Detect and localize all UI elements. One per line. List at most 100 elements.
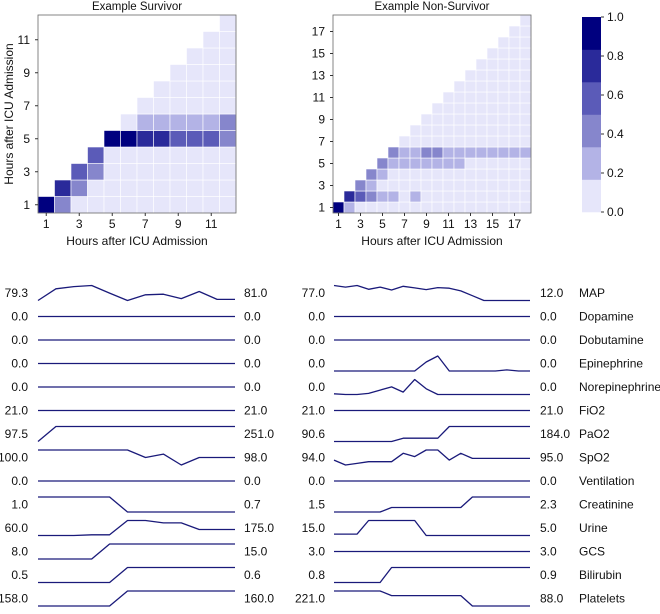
heatmap-cell	[387, 190, 400, 203]
heatmap-cell	[70, 196, 88, 214]
colorbar-tick-label: 0.6	[607, 88, 624, 102]
heatmap-cell	[219, 196, 237, 214]
end-value: 88.0	[540, 592, 564, 606]
y-axis-label: Hours after ICU Admission	[2, 43, 16, 184]
sparkline-row-dobutamine: 0.0 0.0	[11, 333, 261, 347]
heatmap-cell	[186, 80, 204, 98]
heatmap-cell	[453, 201, 466, 214]
heatmap-cell	[442, 190, 455, 203]
heatmap-cell	[431, 113, 444, 126]
heatmap-cell	[420, 135, 433, 148]
heatmap-cell	[387, 168, 400, 181]
heatmap-cell	[464, 201, 477, 214]
heatmap-cell	[219, 113, 237, 131]
start-value: 0.0	[11, 380, 28, 394]
heatmap-cell	[497, 102, 510, 115]
heatmap-cell	[186, 163, 204, 181]
start-value: 97.5	[5, 427, 29, 441]
heatmap-cell	[387, 157, 400, 170]
sparkline	[38, 496, 235, 513]
start-value: 0.8	[308, 568, 325, 582]
sparkline	[334, 519, 530, 537]
sparkline-row-creatinine: 1.5 2.3 Creatinine	[308, 496, 634, 513]
heatmap-cell	[202, 146, 220, 164]
sparkline	[334, 425, 530, 443]
heatmap-cell	[420, 113, 433, 126]
heatmap-cell	[464, 124, 477, 137]
x-tick-label: 15	[486, 217, 500, 231]
heatmap-cell	[219, 64, 237, 82]
end-value: 0.6	[244, 568, 261, 582]
heatmap-cell	[442, 135, 455, 148]
colorbar-bin	[582, 17, 601, 50]
heatmap-cell	[442, 124, 455, 137]
heatmap-cell	[464, 91, 477, 104]
heatmap-cell	[120, 113, 138, 131]
x-tick-label: 11	[205, 217, 218, 231]
sparkline	[333, 378, 530, 396]
heatmap-cell	[219, 179, 237, 197]
heatmap-cell	[519, 58, 532, 71]
heatmap-cell	[486, 190, 499, 203]
heatmap-cell	[120, 130, 138, 148]
heatmap-cell	[153, 196, 171, 214]
heatmap-cell	[497, 146, 510, 159]
heatmap-cell	[103, 130, 121, 148]
heatmap-cell	[136, 113, 154, 131]
heatmap-cell	[219, 31, 237, 49]
x-axis-label: Hours after ICU Admission	[361, 234, 502, 248]
colorbar-tick-label: 0.0	[607, 205, 624, 219]
end-value: 0.0	[540, 474, 557, 488]
heatmap-cell	[508, 69, 521, 82]
heatmap-cell	[219, 80, 237, 98]
sparkline	[334, 355, 530, 372]
start-value: 100.0	[0, 451, 28, 465]
variable-name: SpO2	[579, 451, 610, 465]
heatmap-cell	[169, 97, 187, 115]
x-tick-label: 9	[423, 217, 430, 231]
sparkline-row-ventilation: 0.0 0.0 Ventilation	[308, 474, 634, 488]
heatmap-cell	[497, 47, 510, 60]
heatmap-cell	[202, 196, 220, 214]
heatmap-cell	[464, 190, 477, 203]
heatmap-cell	[169, 196, 187, 214]
sparkline-row-dobutamine: 0.0 0.0 Dobutamine	[308, 333, 644, 347]
heatmap-cell	[519, 36, 532, 49]
heatmap-cell	[186, 130, 204, 148]
heatmap-cell	[169, 146, 187, 164]
heatmap-cell	[376, 168, 389, 181]
heatmap-cell	[186, 146, 204, 164]
heatmap-cell	[332, 201, 345, 214]
heatmap-cell	[508, 80, 521, 93]
heatmap-cell	[409, 179, 422, 192]
colorbar-tick-label: 0.2	[607, 166, 624, 180]
heatmap-cell	[497, 113, 510, 126]
x-tick-label: 5	[109, 217, 116, 231]
heatmap-cell	[475, 113, 488, 126]
start-value: 0.0	[11, 357, 28, 371]
heatmap-cell	[519, 91, 532, 104]
x-tick-label: 3	[357, 217, 364, 231]
heatmap-cell	[136, 179, 154, 197]
heatmap-cell	[508, 201, 521, 214]
heatmap-cell	[202, 80, 220, 98]
end-value: 0.0	[540, 357, 557, 371]
heatmap-cell	[169, 113, 187, 131]
heatmap-cell	[376, 201, 389, 214]
sparkline-row-creatinine: 1.0 0.7	[11, 496, 261, 513]
start-value: 77.0	[302, 286, 326, 300]
variable-name: MAP	[579, 286, 605, 300]
start-value: 60.0	[5, 521, 29, 535]
heatmap-cell	[442, 113, 455, 126]
heatmap-cell	[475, 201, 488, 214]
heatmap-cell	[519, 201, 532, 214]
y-tick-label: 17	[312, 25, 326, 39]
heatmap-cell	[343, 190, 356, 203]
x-tick-label: 7	[401, 217, 408, 231]
heatmap-cell	[354, 190, 367, 203]
end-value: 0.0	[244, 380, 261, 394]
heatmap-cell	[475, 135, 488, 148]
heatmap-cell	[186, 113, 204, 131]
end-value: 160.0	[244, 592, 274, 606]
